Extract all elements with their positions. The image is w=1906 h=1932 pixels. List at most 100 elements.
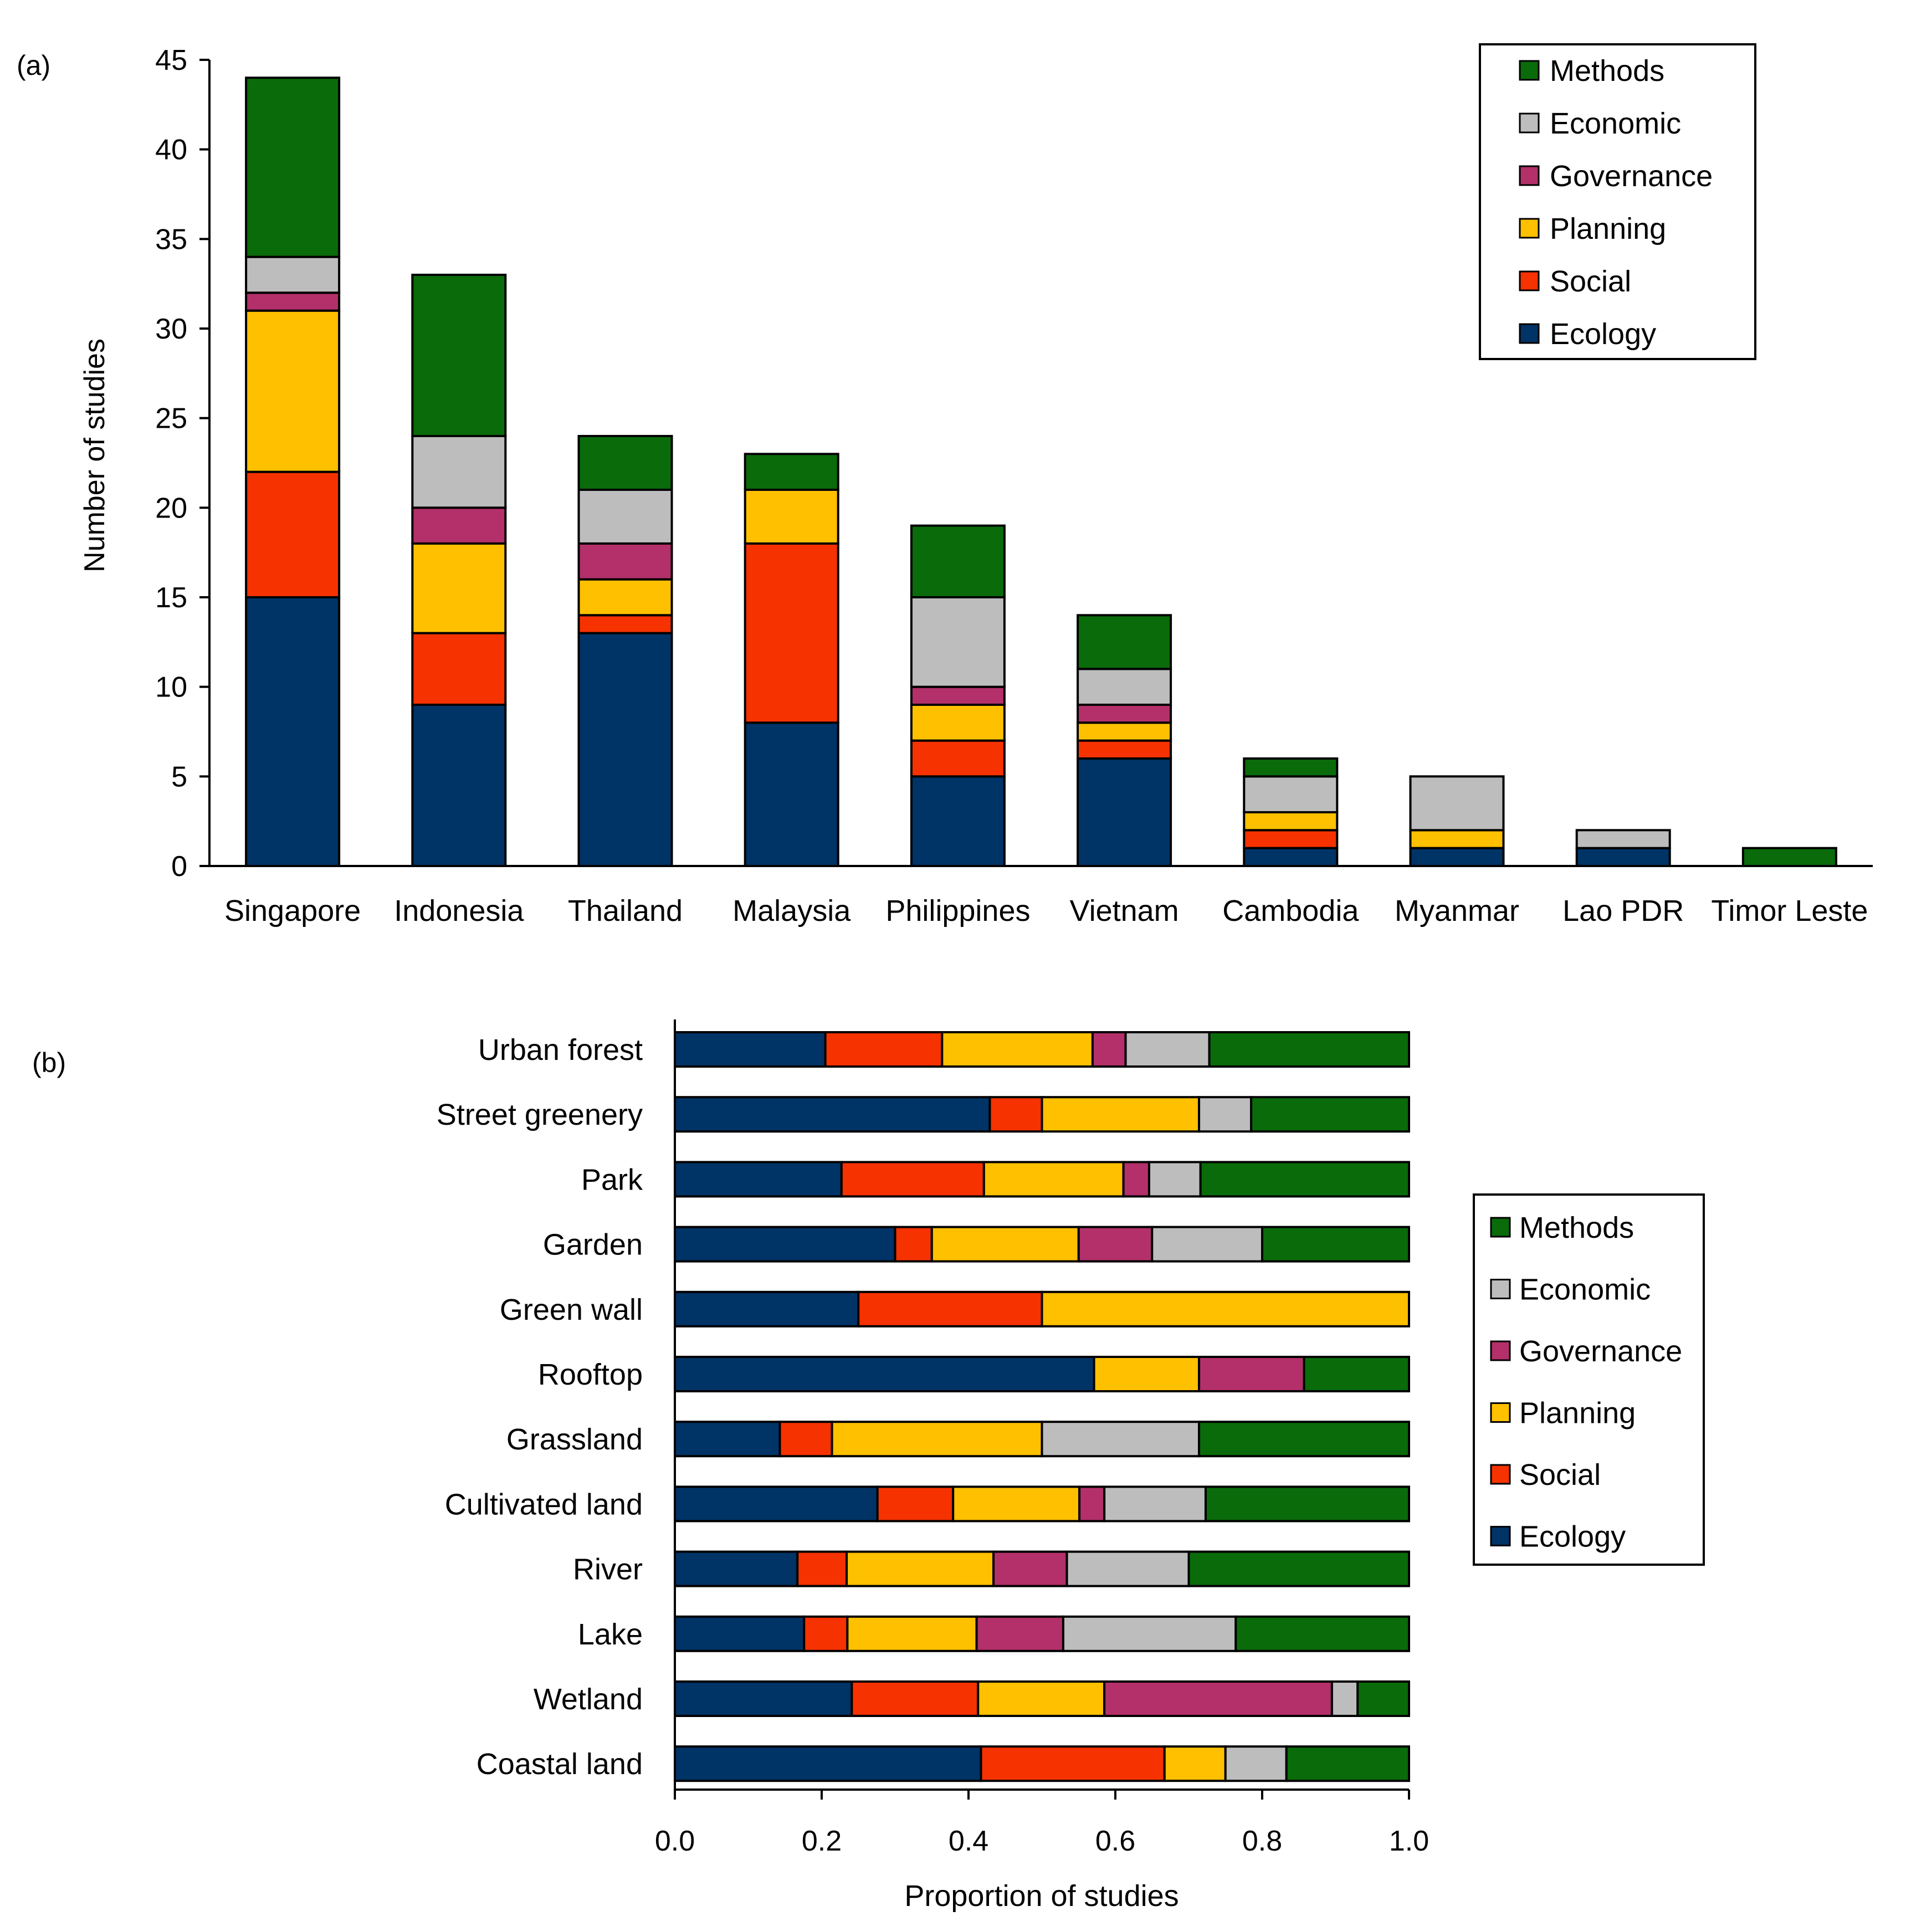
bar-thailand-planning [577,578,673,617]
panel-a-y-tick-label: 15 [155,582,187,614]
panel-a-x-label-malaysia: Malaysia [732,894,851,927]
bar-myanmar-planning [1409,829,1505,849]
hbar-grassland-social [778,1421,833,1458]
bar-vietnam-governance [1077,704,1172,724]
legend-swatch-planning [1519,218,1540,239]
hbar-urban-forest-methods [1208,1031,1411,1068]
bar-thailand-ecology [577,632,673,867]
bar-cambodia-social [1243,829,1339,849]
hbar-wetland-ecology [674,1680,853,1717]
hbar-coastal-land-planning [1163,1745,1227,1782]
hbar-river-governance [992,1550,1068,1587]
panel-a-x-label-timor-leste: Timor Leste [1711,894,1868,927]
bar-philippines-planning [910,704,1006,742]
legend-swatch-economic [1519,112,1540,134]
hbar-garden-economic [1151,1226,1263,1263]
hbar-street-greenery-economic [1198,1096,1253,1133]
bar-cambodia-planning [1243,811,1339,832]
legend-label-social: Social [1519,1458,1601,1492]
panel-a-y-tick-label: 20 [155,492,187,524]
panel-a-x-label-lao-pdr: Lao PDR [1562,894,1684,927]
panel-b-x-tick-label: 0.4 [949,1825,988,1857]
legend-swatch-planning [1490,1402,1511,1423]
hbar-garden-governance [1077,1226,1154,1263]
hbar-river-social [796,1550,848,1587]
hbar-wetland-planning [977,1680,1106,1717]
hbar-urban-forest-economic [1124,1031,1211,1068]
legend-label-economic: Economic [1550,107,1681,140]
bar-philippines-social [910,739,1006,778]
legend-label-governance: Governance [1519,1335,1682,1368]
panel-b-label: (b) [32,1047,66,1078]
panel-a-x-label-thailand: Thailand [568,894,683,927]
bar-thailand-economic [577,489,673,545]
hbar-river-ecology [674,1550,799,1587]
bar-singapore-social [245,470,341,599]
hbar-urban-forest-governance [1091,1031,1127,1068]
bar-philippines-methods [910,524,1006,599]
bar-indonesia-social [411,632,507,706]
legend-label-planning: Planning [1550,212,1666,245]
hbar-lake-economic [1062,1615,1237,1652]
legend-swatch-governance [1519,165,1540,186]
hbar-street-greenery-social [988,1096,1043,1133]
hbar-lake-planning [846,1615,978,1652]
legend-label-ecology: Ecology [1550,317,1656,351]
bar-vietnam-social [1077,739,1172,760]
panel-b-y-label-coastal-land: Coastal land [476,1747,643,1781]
panel-b-x-tick-label: 0.6 [1095,1825,1135,1857]
hbar-garden-planning [930,1226,1080,1263]
panel-b-y-label-grassland: Grassland [506,1423,643,1456]
panel-b-y-label-urban-forest: Urban forest [478,1033,643,1067]
hbar-coastal-land-methods [1285,1745,1411,1782]
panel-a-y-tick-label: 10 [155,672,187,704]
legend-swatch-social [1519,270,1540,291]
bar-malaysia-ecology [744,721,839,868]
bar-thailand-social [577,614,673,634]
legend-swatch-ecology [1490,1526,1511,1546]
bar-philippines-economic [910,596,1006,688]
panel-a-label: (a) [17,50,50,81]
hbar-cultivated-land-planning [952,1485,1081,1523]
hbar-wetland-methods [1356,1680,1410,1717]
panel-a-x-label-indonesia: Indonesia [394,894,524,927]
hbar-lake-ecology [674,1615,806,1652]
hbar-rooftop-methods [1303,1356,1410,1392]
hbar-urban-forest-planning [941,1031,1094,1068]
panel-b-y-label-cultivated-land: Cultivated land [445,1488,643,1521]
bar-cambodia-ecology [1243,847,1339,867]
bar-philippines-governance [910,685,1006,706]
hbar-lake-methods [1234,1615,1411,1652]
bar-cambodia-economic [1243,775,1339,814]
hbar-cultivated-land-methods [1204,1485,1411,1523]
hbar-park-planning [982,1161,1125,1198]
panel-b-legend: Methods Economic Governance Planning Social E… [1473,1193,1705,1566]
bar-malaysia-social [744,542,839,724]
panel-b-x-tick-label: 0.8 [1242,1825,1282,1857]
bar-cambodia-methods [1243,757,1339,778]
panel-b-y-label-wetland: Wetland [534,1683,643,1716]
hbar-park-methods [1199,1161,1410,1198]
hbar-coastal-land-ecology [674,1745,982,1782]
panel-a-x-label-myanmar: Myanmar [1395,894,1519,927]
legend-swatch-methods [1490,1217,1511,1238]
hbar-wetland-economic [1330,1680,1359,1717]
panel-b-legend-box [1473,1193,1705,1566]
panel-a-x-label-vietnam: Vietnam [1070,894,1179,927]
bar-lao-pdr-ecology [1575,847,1671,867]
panel-a-x-label-singapore: Singapore [224,894,361,927]
panel-b: (b) Proportion of studies 0.0 0.2 0.4 0.6 0.… [32,1019,1705,1913]
legend-label-social: Social [1550,265,1631,298]
bar-indonesia-economic [411,435,507,509]
panel-a-legend-box [1479,43,1756,360]
panel-a-y-tick-label: 25 [155,403,187,435]
panel-b-y-label-rooftop: Rooftop [538,1358,643,1391]
bar-vietnam-economic [1077,668,1172,706]
hbar-lake-governance [975,1615,1064,1652]
hbar-wetland-social [850,1680,980,1717]
panel-a-y-axis-title: Number of studies [79,339,111,572]
hbar-grassland-ecology [674,1421,781,1458]
hbar-garden-social [894,1226,933,1263]
panel-a-y-tick-label: 5 [171,761,187,793]
